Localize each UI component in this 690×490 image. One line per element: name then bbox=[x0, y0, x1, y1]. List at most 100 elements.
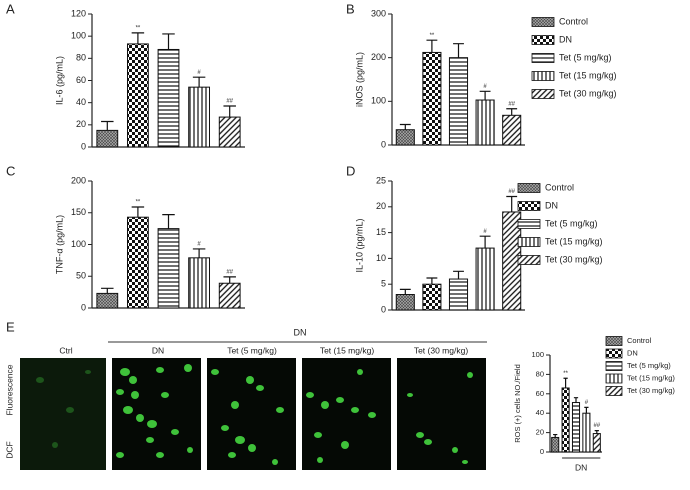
error-bar bbox=[506, 108, 518, 116]
legend-label: Control bbox=[545, 182, 574, 192]
y-axis-label: ROS (+) cells NO./Field bbox=[513, 364, 522, 443]
error-bar bbox=[584, 406, 589, 414]
legend-label: Tet (15 mg/kg) bbox=[545, 236, 603, 246]
image-panel: DN Ctrl DN Tet (5 mg/kg) Tet (15 mg/kg) … bbox=[4, 327, 487, 470]
legend-label: Tet (5 mg/kg) bbox=[559, 52, 612, 62]
bar bbox=[571, 402, 581, 453]
y-tick-label: 50 bbox=[76, 271, 86, 281]
y-tick-label: 0 bbox=[81, 302, 86, 312]
error-bar bbox=[479, 90, 491, 101]
y-tick-label: 60 bbox=[76, 75, 86, 85]
significance-mark: ** bbox=[136, 200, 141, 206]
y-tick-label: 0 bbox=[381, 139, 386, 149]
y-tick-label: 200 bbox=[371, 52, 386, 62]
error-bar bbox=[453, 270, 464, 280]
legend-swatch bbox=[531, 71, 555, 81]
error-bar bbox=[101, 120, 114, 131]
significance-mark: ## bbox=[226, 269, 233, 275]
legend-label: Tet (5 mg/kg) bbox=[545, 218, 598, 228]
panel-label: D bbox=[346, 163, 355, 178]
error-bar bbox=[223, 105, 236, 118]
column-label: Tet (15 mg/kg) bbox=[320, 345, 374, 355]
error-bar bbox=[223, 276, 236, 284]
significance-mark: ** bbox=[430, 33, 435, 39]
y-tick-label: 25 bbox=[376, 175, 386, 185]
error-bar bbox=[506, 195, 518, 212]
error-bar bbox=[573, 397, 579, 403]
cells bbox=[36, 370, 91, 448]
significance-mark: ## bbox=[226, 99, 233, 105]
legend-label: Tet (30 mg/kg) bbox=[545, 254, 603, 264]
legend-swatch bbox=[605, 373, 623, 384]
legend-label: Tet (5 mg/kg) bbox=[627, 361, 671, 370]
legend-swatch bbox=[517, 201, 541, 211]
micrograph bbox=[302, 358, 391, 470]
y-tick-label: 20 bbox=[76, 119, 86, 129]
y-tick-label: 0 bbox=[381, 304, 386, 314]
legend-swatch bbox=[605, 386, 623, 396]
error-bar bbox=[594, 430, 599, 434]
bar bbox=[126, 43, 149, 148]
error-bar bbox=[426, 277, 438, 285]
bar bbox=[218, 282, 241, 309]
bar bbox=[475, 99, 495, 146]
bar bbox=[157, 48, 180, 148]
y-tick-label: 100 bbox=[531, 350, 544, 359]
y-tick-label: 5 bbox=[381, 279, 386, 289]
y-tick-label: 100 bbox=[371, 96, 386, 106]
legend-label: DN bbox=[559, 34, 572, 44]
significance-mark: ** bbox=[563, 371, 568, 377]
bar bbox=[448, 278, 469, 311]
y-tick-label: 40 bbox=[536, 408, 544, 417]
error-bar bbox=[399, 288, 411, 295]
significance-mark: # bbox=[483, 229, 487, 235]
micrograph bbox=[112, 358, 201, 470]
y-tick-label: 100 bbox=[71, 31, 86, 41]
legend-swatch bbox=[605, 361, 623, 371]
y-tick-label: 40 bbox=[76, 97, 86, 107]
legend-swatch bbox=[531, 89, 555, 99]
bar bbox=[551, 436, 560, 453]
error-bar bbox=[131, 32, 145, 44]
bar bbox=[502, 114, 522, 146]
y-tick-label: 300 bbox=[371, 8, 386, 18]
y-tick-label: 200 bbox=[71, 175, 86, 185]
column-label: DN bbox=[152, 345, 164, 355]
y-axis-label: IL-6 (pg/mL) bbox=[54, 56, 64, 105]
significance-mark: # bbox=[197, 242, 201, 248]
legend-swatch bbox=[517, 237, 541, 247]
error-bar bbox=[162, 33, 175, 50]
y-tick-label: 80 bbox=[536, 369, 544, 378]
y-axis-label: iNOS (pg/mL) bbox=[354, 52, 364, 107]
significance-mark: ** bbox=[136, 25, 141, 31]
legend-swatch bbox=[531, 35, 555, 45]
panel-label: A bbox=[6, 1, 15, 16]
error-bar bbox=[101, 287, 114, 294]
legend-label: DN bbox=[545, 200, 558, 210]
micrograph bbox=[20, 358, 106, 470]
column-label: Ctrl bbox=[59, 345, 72, 355]
bar bbox=[126, 216, 149, 309]
error-bar bbox=[563, 377, 568, 388]
y-tick-label: 60 bbox=[536, 389, 544, 398]
bar bbox=[96, 129, 119, 148]
error-bar bbox=[399, 123, 411, 130]
legend-swatch bbox=[605, 336, 623, 346]
panel-label: E bbox=[6, 319, 15, 334]
significance-mark: # bbox=[585, 400, 589, 406]
row-label: DCF bbox=[4, 441, 14, 458]
legend-swatch bbox=[531, 17, 555, 27]
significance-mark: ## bbox=[508, 101, 515, 107]
error-bar bbox=[192, 76, 206, 88]
panel-label: B bbox=[346, 1, 355, 16]
bar bbox=[188, 86, 211, 148]
error-bar bbox=[162, 214, 175, 229]
y-tick-label: 0 bbox=[540, 447, 544, 456]
legend-label: Control bbox=[559, 16, 588, 26]
legend-swatch bbox=[605, 348, 623, 359]
bar bbox=[592, 433, 601, 453]
bar bbox=[395, 129, 415, 146]
bar bbox=[475, 247, 495, 311]
significance-mark: # bbox=[483, 84, 487, 90]
